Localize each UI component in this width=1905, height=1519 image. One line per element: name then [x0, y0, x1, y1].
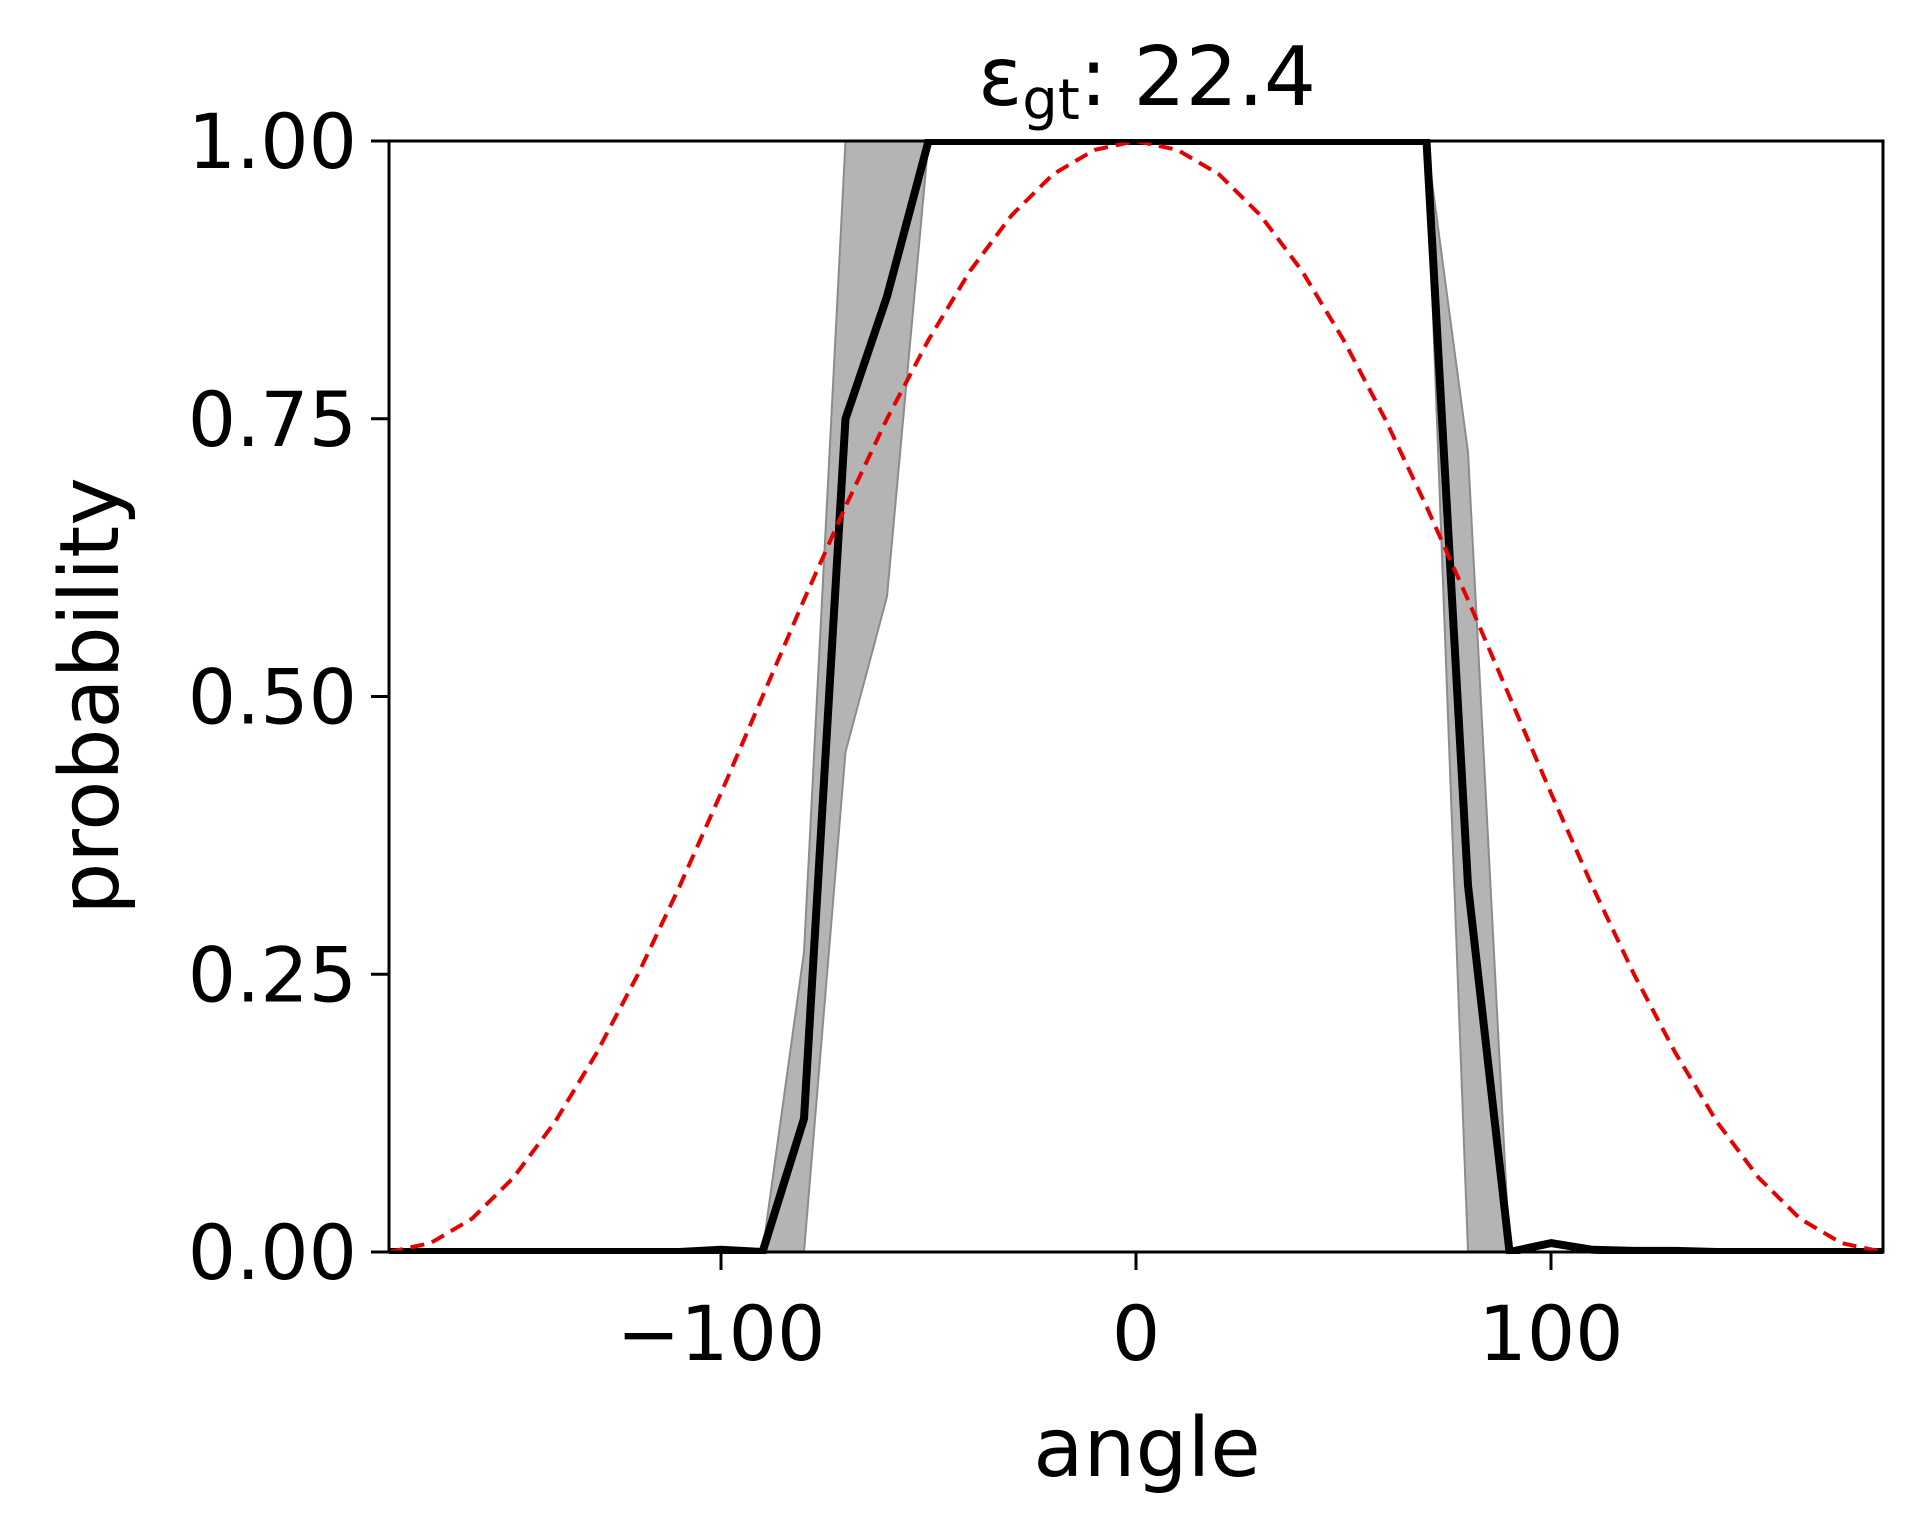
y-tick-label: 0.25 [188, 930, 357, 1019]
uncertainty-band [761, 140, 1511, 1253]
axes-frame [387, 139, 1885, 1254]
y-tick-label: 0.50 [188, 653, 357, 742]
probability-line [389, 139, 1883, 1254]
title-symbol: ε [978, 30, 1022, 125]
title-subscript: gt [1022, 68, 1080, 133]
reference-curve-line [389, 139, 1883, 1254]
title-rest: : 22.4 [1080, 30, 1316, 125]
y-axis-label: probability [43, 477, 138, 915]
axes: −100 0 100 0.00 0.25 0.50 0.75 1.00 [188, 97, 1885, 1378]
plot-area [389, 139, 1883, 1254]
x-axis-label: angle [1033, 1401, 1261, 1496]
x-tick-label: −100 [617, 1289, 826, 1378]
chart-title: εgt: 22.4 [978, 30, 1316, 133]
y-tick-label: 1.00 [188, 97, 357, 186]
y-tick-label: 0.00 [188, 1208, 357, 1297]
x-tick-label: 0 [1112, 1289, 1160, 1378]
y-tick-label: 0.75 [188, 375, 357, 464]
x-tick-label: 100 [1478, 1289, 1623, 1378]
